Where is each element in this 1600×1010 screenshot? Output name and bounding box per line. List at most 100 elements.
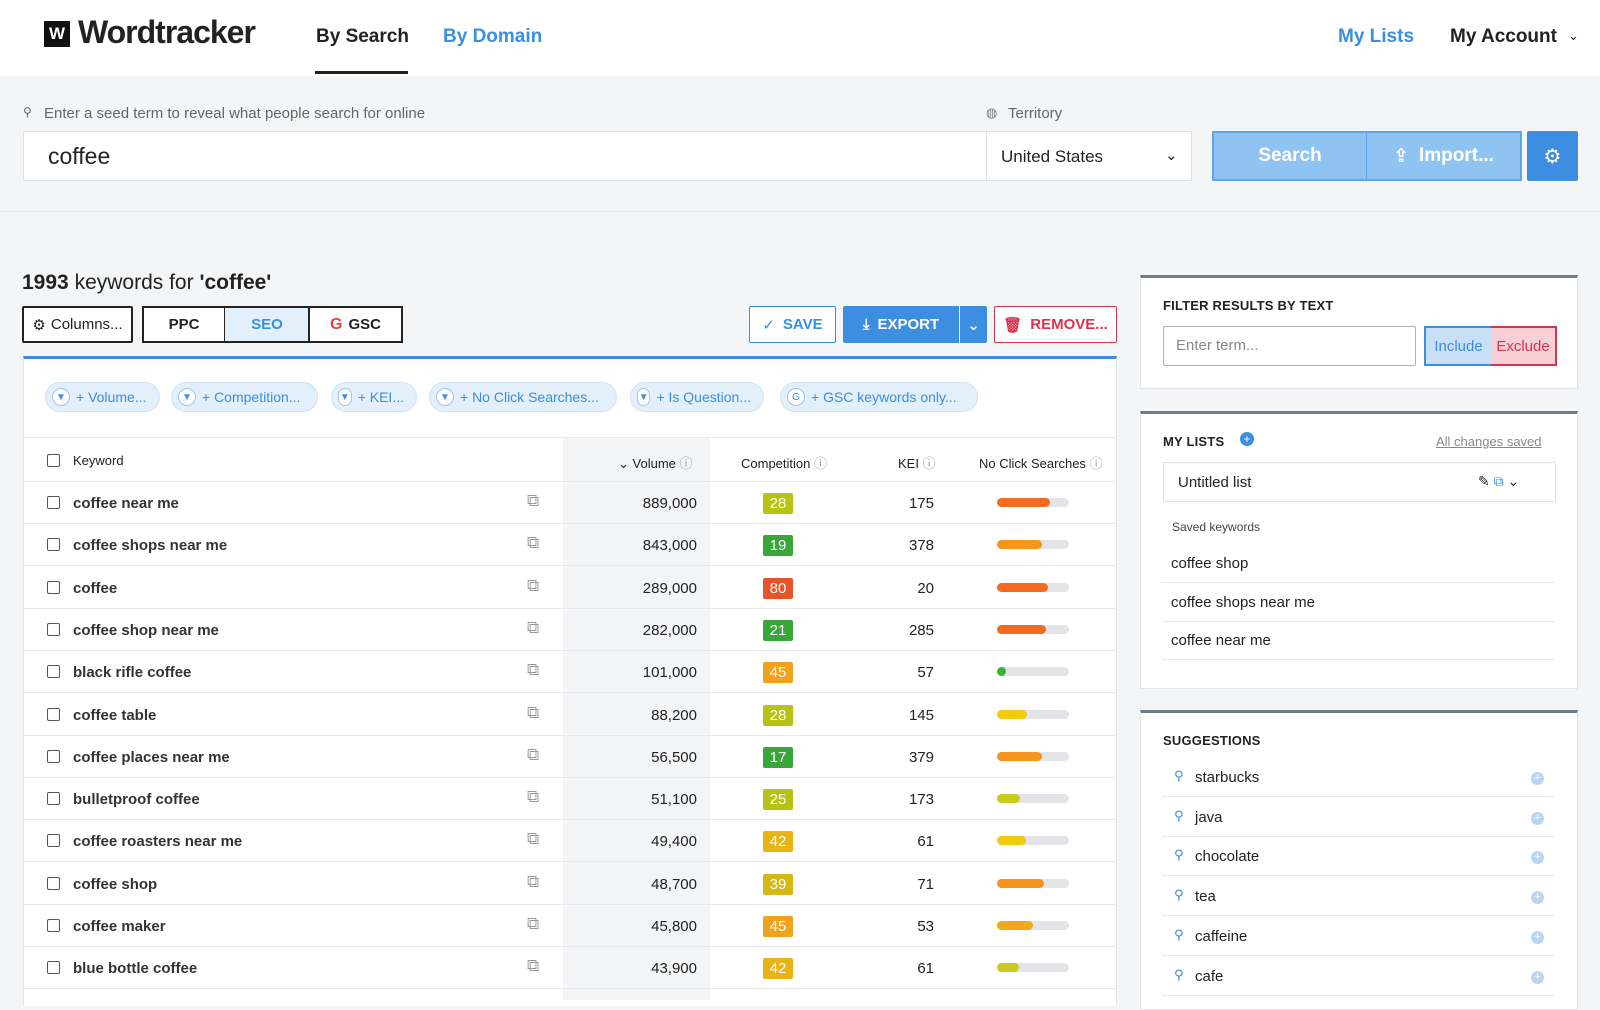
- filter-chip[interactable]: ▼ + Volume...: [45, 382, 160, 412]
- keyword[interactable]: coffee near me: [73, 495, 179, 512]
- export-menu[interactable]: ⌄: [960, 306, 987, 343]
- filter-chip[interactable]: ▼ + Is Question...: [630, 382, 764, 412]
- suggestion[interactable]: ⚲ starbucks +: [1162, 759, 1555, 797]
- external-link[interactable]: ⧉: [527, 914, 540, 933]
- row-checkbox[interactable]: [47, 707, 60, 721]
- export-button[interactable]: ⤓ EXPORT: [843, 306, 959, 343]
- add-suggestion[interactable]: +: [1531, 772, 1544, 785]
- keyword[interactable]: coffee table: [73, 706, 157, 724]
- external-link[interactable]: ⧉: [527, 533, 540, 553]
- external-link[interactable]: ⧉: [527, 787, 540, 807]
- gsc-tab[interactable]: G GSC: [308, 306, 403, 343]
- competition-badge: 28: [763, 704, 793, 726]
- search-icon: ⚲: [1174, 807, 1184, 823]
- add-list[interactable]: +: [1240, 432, 1254, 446]
- list-icons[interactable]: ✎ ⧉ ⌄: [1478, 473, 1520, 489]
- select-all[interactable]: [47, 454, 60, 467]
- keyword[interactable]: coffee: [73, 579, 118, 597]
- seo-tab[interactable]: SEO: [225, 306, 309, 343]
- add-suggestion[interactable]: +: [1531, 811, 1544, 825]
- add-suggestion[interactable]: +: [1531, 851, 1544, 865]
- import-label: Import...: [1418, 145, 1494, 166]
- saved-keyword[interactable]: coffee near me: [1162, 622, 1555, 660]
- table-row: coffee places near me ⧉ 56,500 17 379: [23, 736, 1117, 778]
- results-label: keywords for: [74, 271, 194, 294]
- save-button[interactable]: ✓ SAVE: [749, 306, 836, 343]
- keyword[interactable]: coffee maker: [73, 918, 166, 935]
- suggestion[interactable]: ⚲ java +: [1162, 799, 1555, 837]
- suggestion[interactable]: ⚲ cafe +: [1162, 958, 1555, 996]
- external-link[interactable]: ⧉: [527, 660, 540, 680]
- settings-button[interactable]: ⚙: [1527, 131, 1578, 181]
- row-checkbox[interactable]: [47, 834, 60, 848]
- row-checkbox[interactable]: [47, 622, 60, 636]
- territory-select[interactable]: United States ⌄: [986, 131, 1192, 181]
- suggestion[interactable]: ⚲ tea +: [1162, 878, 1555, 917]
- column-header[interactable]: Keyword: [73, 453, 124, 468]
- keyword[interactable]: blue bottle coffee: [73, 960, 198, 978]
- include-toggle[interactable]: Include: [1424, 326, 1491, 366]
- external-link[interactable]: ⧉: [527, 744, 540, 764]
- volume: 889,000: [642, 495, 697, 512]
- search-term: coffee: [48, 143, 111, 169]
- filter-chip[interactable]: ▼ + Competition...: [171, 382, 318, 412]
- ppc-tab[interactable]: PPC: [142, 306, 226, 343]
- keyword[interactable]: coffee roasters near me: [73, 833, 243, 851]
- nav-link[interactable]: My Lists: [1338, 26, 1415, 47]
- search-button[interactable]: Search: [1212, 131, 1367, 181]
- row-checkbox[interactable]: [47, 538, 60, 552]
- nav-link[interactable]: My Account: [1450, 26, 1557, 47]
- filter-chip[interactable]: ▼ + No Click Searches...: [429, 382, 617, 412]
- column-header[interactable]: No Click Searches ⓘ: [979, 456, 1103, 471]
- external-link[interactable]: ⧉: [527, 491, 540, 510]
- row-checkbox[interactable]: [47, 580, 60, 594]
- filter-chip[interactable]: ▼ + KEI...: [331, 382, 417, 412]
- keyword[interactable]: coffee shop: [73, 875, 158, 893]
- list-select[interactable]: Untitled list ✎ ⧉ ⌄: [1163, 462, 1556, 502]
- keyword[interactable]: bulletproof coffee: [73, 791, 200, 809]
- row-checkbox[interactable]: [47, 792, 60, 806]
- row-checkbox[interactable]: [47, 919, 60, 932]
- import-button[interactable]: ⇪ Import...: [1366, 131, 1522, 181]
- external-link[interactable]: ⧉: [527, 871, 540, 891]
- suggestion[interactable]: ⚲ chocolate +: [1162, 838, 1555, 877]
- logo-mark: W: [44, 21, 70, 47]
- volume: 56,500: [651, 748, 697, 766]
- search-input[interactable]: coffee: [23, 131, 988, 181]
- remove-button[interactable]: 🗑 REMOVE...: [994, 306, 1117, 343]
- row-checkbox[interactable]: [47, 876, 60, 890]
- add-suggestion[interactable]: +: [1531, 930, 1544, 944]
- column-header[interactable]: Competition ⓘ: [741, 456, 828, 471]
- row-checkbox[interactable]: [47, 496, 60, 509]
- logo-text[interactable]: Wordtracker: [78, 14, 256, 50]
- nav-tab[interactable]: By Search: [316, 26, 409, 47]
- external-link[interactable]: ⧉: [527, 829, 540, 849]
- keyword[interactable]: coffee shop near me: [73, 621, 219, 639]
- external-link[interactable]: ⧉: [527, 956, 540, 976]
- external-link[interactable]: ⧉: [527, 702, 540, 722]
- columns-button[interactable]: ⚙ Columns...: [22, 306, 133, 343]
- keyword[interactable]: black rifle coffee: [73, 664, 192, 682]
- external-link[interactable]: ⧉: [527, 617, 540, 637]
- row-checkbox[interactable]: [47, 665, 60, 679]
- gear-icon: ⚙: [32, 316, 46, 334]
- filter-chip[interactable]: G + GSC keywords only...: [780, 382, 978, 412]
- saved-keyword[interactable]: coffee shops near me: [1162, 584, 1555, 622]
- suggestion[interactable]: ⚲ caffeine +: [1162, 918, 1555, 956]
- add-suggestion[interactable]: +: [1531, 891, 1544, 905]
- exclude-toggle[interactable]: Exclude: [1491, 326, 1557, 366]
- filter-input[interactable]: Enter term...: [1163, 326, 1416, 366]
- row-checkbox[interactable]: [47, 961, 60, 975]
- saved-keyword[interactable]: coffee shop: [1162, 545, 1555, 583]
- column-header[interactable]: KEI ⓘ: [898, 456, 936, 471]
- external-link[interactable]: ⧉: [527, 575, 540, 595]
- filter-icon: ▼: [436, 388, 454, 406]
- nav-tab[interactable]: By Domain: [443, 26, 543, 47]
- add-suggestion[interactable]: +: [1531, 970, 1544, 984]
- column-header[interactable]: ⌄ Volume ⓘ: [618, 456, 693, 471]
- row-checkbox[interactable]: [47, 749, 60, 763]
- keyword[interactable]: coffee shops near me: [73, 537, 228, 555]
- keyword[interactable]: coffee places near me: [73, 748, 230, 766]
- google-icon: G: [330, 315, 343, 333]
